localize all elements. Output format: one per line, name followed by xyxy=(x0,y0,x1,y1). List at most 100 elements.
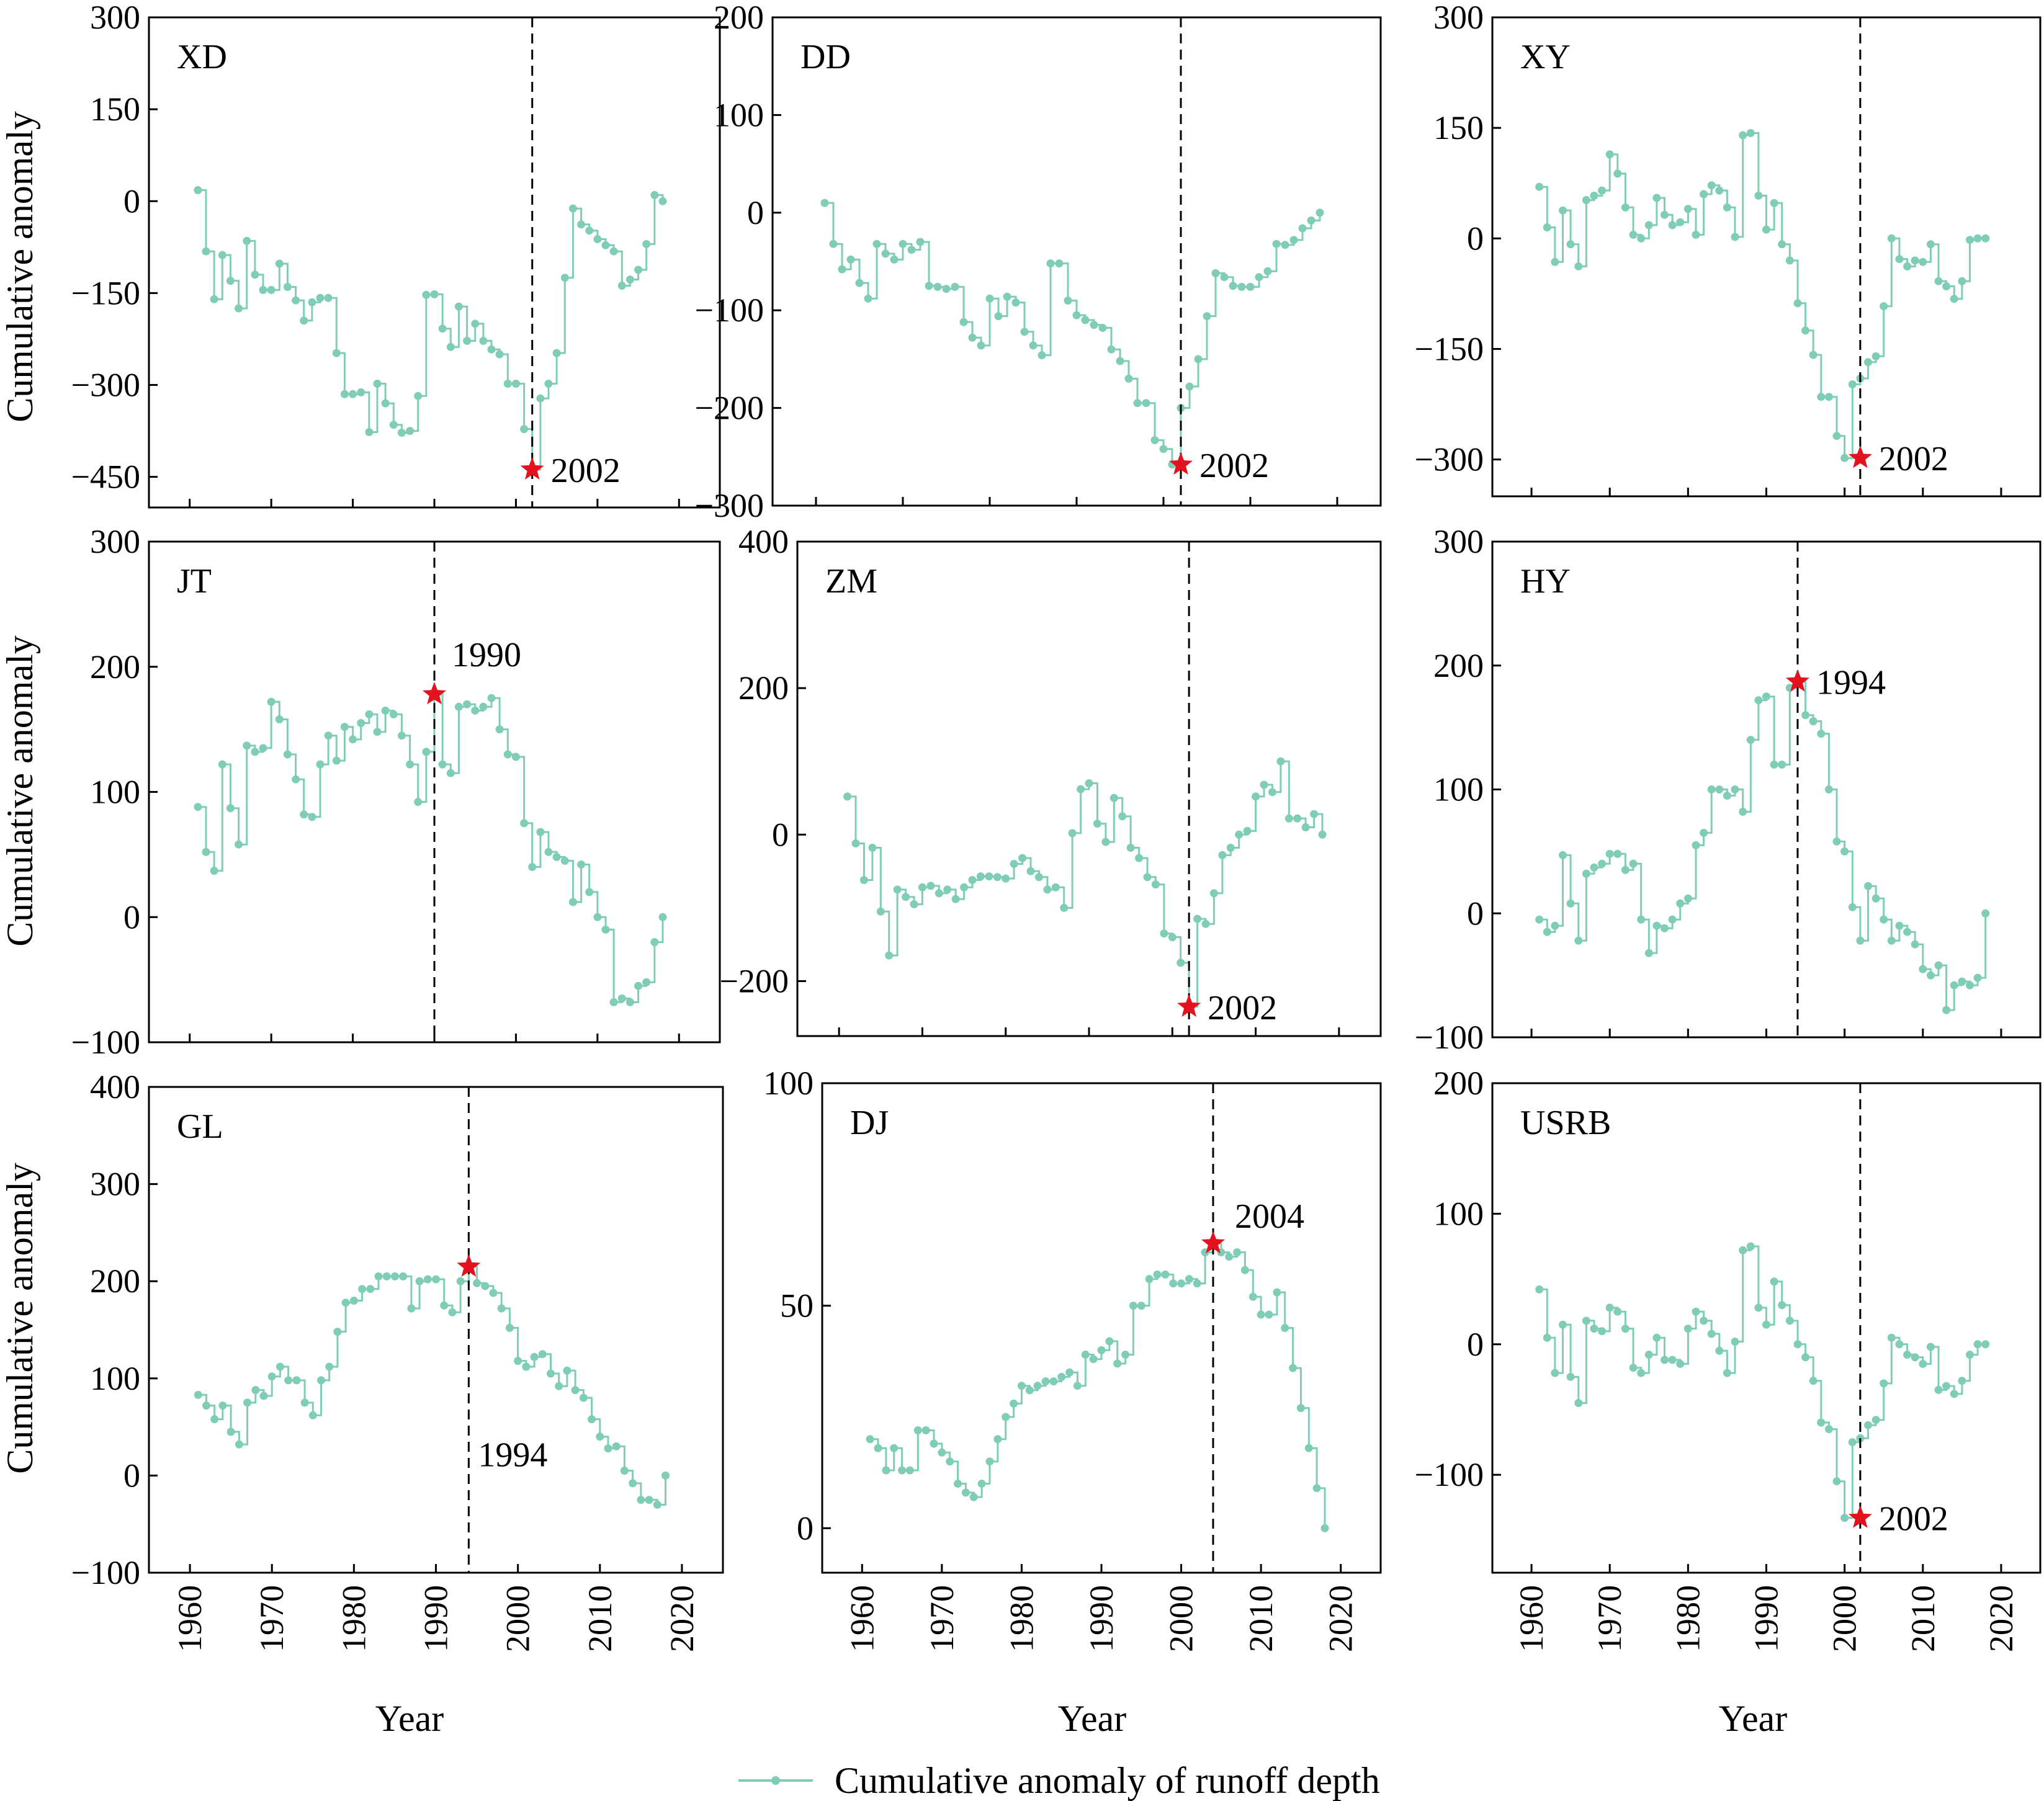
data-point xyxy=(617,994,626,1003)
data-point xyxy=(1715,785,1724,793)
data-point xyxy=(514,1357,522,1365)
data-point xyxy=(642,239,651,248)
data-point xyxy=(1126,844,1135,852)
data-point xyxy=(1590,863,1598,872)
data-point xyxy=(487,694,496,702)
legend-marker xyxy=(771,1776,780,1785)
y-tick-label: 100 xyxy=(1433,1195,1484,1232)
data-point xyxy=(317,1376,325,1385)
y-tick-label: −150 xyxy=(71,274,140,311)
data-point xyxy=(1068,829,1077,838)
data-point xyxy=(397,429,406,437)
data-point xyxy=(283,750,292,759)
data-point xyxy=(1762,692,1770,701)
data-point xyxy=(366,1285,375,1294)
data-point xyxy=(1652,194,1661,202)
data-point xyxy=(555,1382,563,1390)
data-point xyxy=(202,247,210,256)
data-point xyxy=(1661,210,1669,219)
data-point xyxy=(1605,1303,1614,1312)
data-point xyxy=(1824,785,1833,793)
data-point xyxy=(1072,311,1081,320)
data-point xyxy=(1926,971,1935,980)
data-point xyxy=(1060,903,1069,912)
data-point xyxy=(1582,1316,1590,1325)
data-point xyxy=(851,839,860,847)
data-point xyxy=(1185,1275,1193,1284)
y-axis-label-row2: Cumulative anomaly xyxy=(0,635,40,947)
data-point xyxy=(1778,761,1786,769)
data-point xyxy=(1864,882,1872,890)
y-tick-label: −200 xyxy=(720,962,789,999)
data-point xyxy=(617,282,626,290)
data-point xyxy=(1237,282,1246,291)
panel-frame xyxy=(148,16,721,509)
panel-zm: 400 200 0 −200 ZM 2002 xyxy=(720,523,1382,1037)
x-tick-label: 2010 xyxy=(581,1585,619,1652)
data-point xyxy=(1629,859,1638,868)
data-point xyxy=(1723,792,1731,800)
y-tick-label: 100 xyxy=(90,774,140,811)
data-point xyxy=(1281,1324,1289,1332)
data-point xyxy=(1848,1438,1857,1447)
data-point xyxy=(1676,1359,1685,1368)
data-point xyxy=(1033,1382,1042,1390)
panel-frame xyxy=(148,1086,724,1574)
change-point-star xyxy=(1201,1231,1225,1254)
data-point xyxy=(1809,1377,1818,1385)
data-point xyxy=(448,1308,457,1316)
data-point xyxy=(1887,234,1896,243)
data-point xyxy=(1832,837,1841,846)
data-point xyxy=(308,813,316,821)
data-point xyxy=(1793,1340,1802,1349)
y-tick-label: −300 xyxy=(695,487,764,524)
data-point xyxy=(921,1426,930,1434)
station-label: JT xyxy=(177,562,212,601)
data-point xyxy=(1185,382,1194,391)
y-tick-label: 200 xyxy=(1433,647,1484,684)
change-point-star xyxy=(1848,1505,1872,1528)
series-line xyxy=(825,202,1321,466)
data-point xyxy=(1246,282,1255,291)
data-point xyxy=(1598,186,1607,195)
data-point xyxy=(479,702,488,711)
data-point xyxy=(933,282,942,291)
panel-dd: 200 100 0 −100 −200 −300 DD 2002 xyxy=(695,0,1382,524)
data-point xyxy=(1793,299,1802,308)
series-line xyxy=(1539,132,1986,459)
data-point xyxy=(1268,788,1276,797)
data-point xyxy=(1692,230,1700,239)
data-point xyxy=(882,1466,890,1475)
data-point xyxy=(1193,914,1202,923)
data-point xyxy=(843,792,852,801)
data-point xyxy=(1676,218,1685,226)
data-point xyxy=(1124,374,1133,383)
data-point xyxy=(1652,1333,1661,1342)
data-point xyxy=(1700,828,1708,837)
data-point xyxy=(210,1415,219,1424)
data-point xyxy=(1824,393,1833,401)
data-point xyxy=(202,847,210,856)
data-point xyxy=(1169,1279,1178,1288)
data-point xyxy=(916,238,925,246)
station-label: ZM xyxy=(825,562,877,601)
data-point xyxy=(868,844,877,852)
data-point xyxy=(960,883,969,892)
data-point xyxy=(1559,851,1567,859)
data-point xyxy=(1272,239,1281,248)
data-point xyxy=(1856,936,1865,945)
data-point xyxy=(381,706,390,715)
data-point xyxy=(292,1376,301,1385)
data-point xyxy=(1770,1277,1778,1286)
data-point xyxy=(300,316,308,325)
data-point xyxy=(1981,909,1990,918)
data-point xyxy=(1605,150,1614,159)
data-point xyxy=(1973,234,1982,243)
change-point-star xyxy=(1848,445,1872,468)
data-point xyxy=(267,697,276,706)
data-point xyxy=(430,290,439,298)
y-tick-label: 400 xyxy=(738,523,789,560)
data-point xyxy=(1281,241,1289,249)
data-point xyxy=(1864,358,1872,367)
data-point xyxy=(968,876,977,884)
